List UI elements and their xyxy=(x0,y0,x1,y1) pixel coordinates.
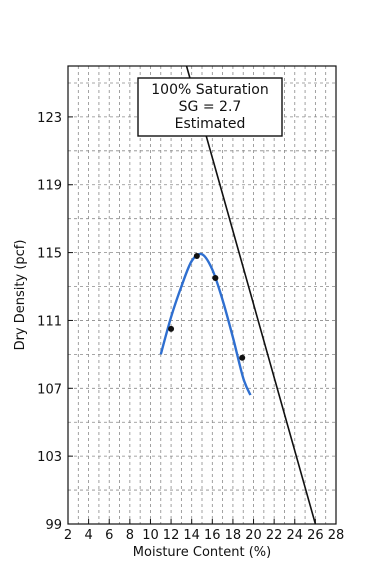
x-tick-label: 2 xyxy=(64,528,72,543)
x-tick-label: 14 xyxy=(183,528,200,543)
y-tick-label: 115 xyxy=(37,247,62,262)
y-tick-label: 111 xyxy=(37,314,62,329)
annotation-line: Estimated xyxy=(175,116,246,132)
x-tick-label: 4 xyxy=(84,528,92,543)
series-layer xyxy=(159,66,317,524)
x-tick-label: 10 xyxy=(142,528,159,543)
annotation-line: 100% Saturation xyxy=(151,82,268,98)
y-tick-label: 119 xyxy=(37,179,62,194)
x-axis-label: Moisture Content (%) xyxy=(133,545,271,560)
y-tick-label: 123 xyxy=(37,111,62,126)
data-point xyxy=(239,354,246,361)
data-point xyxy=(168,325,175,332)
annotation-line: SG = 2.7 xyxy=(179,99,242,115)
x-tick-label: 12 xyxy=(163,528,180,543)
data-point xyxy=(193,252,200,259)
tick-layer: 2 4 6 8 10 12 14 16 18 20 22 24 26 289910310711111511… xyxy=(37,111,344,543)
x-tick-label: 26 xyxy=(307,528,324,543)
x-tick-label: 18 xyxy=(225,528,242,543)
plot-frame xyxy=(67,65,337,525)
y-tick-label: 107 xyxy=(37,382,62,397)
y-tick-label: 99 xyxy=(45,518,62,533)
x-tick-label: 6 xyxy=(105,528,113,543)
x-tick-label: 16 xyxy=(204,528,221,543)
compaction-curve xyxy=(159,252,252,396)
annotation-box xyxy=(137,77,283,137)
x-tick-label: 24 xyxy=(286,528,303,543)
x-tick-label: 8 xyxy=(126,528,134,543)
x-tick-label: 28 xyxy=(328,528,345,543)
x-tick-label: 22 xyxy=(266,528,283,543)
y-axis-label: Dry Density (pcf) xyxy=(13,240,28,351)
data-point xyxy=(212,275,219,282)
x-tick-label: 20 xyxy=(245,528,262,543)
y-tick-label: 103 xyxy=(37,450,62,465)
saturation-line xyxy=(185,66,317,524)
